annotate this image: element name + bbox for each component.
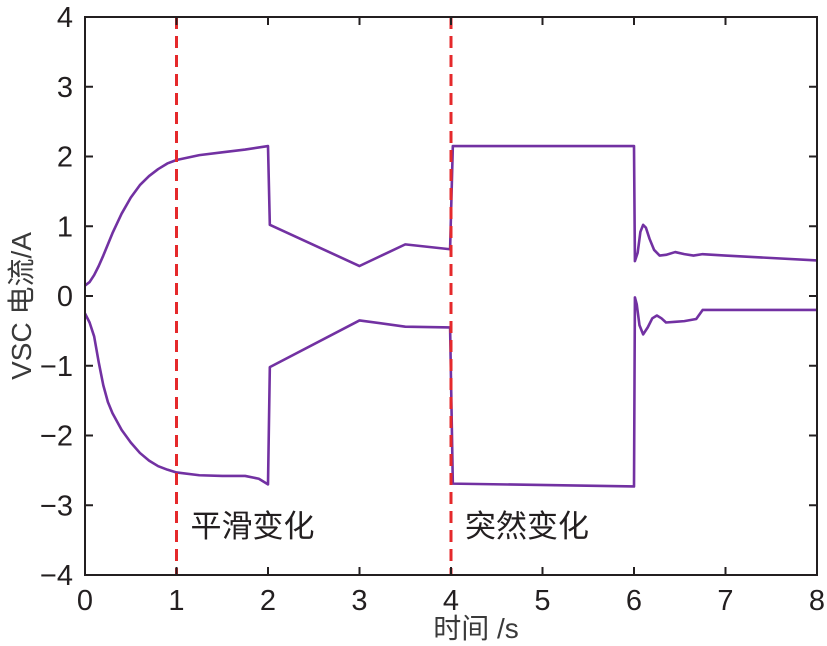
x-tick-label: 3	[351, 585, 367, 617]
plot-frame	[84, 16, 818, 576]
y-tick-label: 0	[57, 281, 73, 313]
y-tick-label: −2	[40, 421, 73, 453]
x-tick-label: 7	[717, 585, 733, 617]
y-tick-label: 4	[57, 2, 73, 34]
x-tick-label: 1	[168, 585, 184, 617]
x-tick-label: 4	[443, 585, 459, 617]
x-axis-label: 时间 /s	[433, 613, 519, 644]
x-tick-label: 6	[626, 585, 642, 617]
annotation-layer: 平滑变化 突然变化	[191, 509, 590, 544]
series-line-2	[85, 296, 817, 488]
annotation-label: 平滑变化	[191, 509, 315, 544]
x-tick-label: 8	[809, 585, 825, 617]
tick-label-layer: 0 1 2 3 4 5 6 7 8 4 3 2 1 0 −1 −2 −3 −4	[40, 2, 825, 617]
y-tick-label: −4	[40, 560, 73, 592]
series-line-1	[85, 144, 817, 287]
x-tick-label: 2	[260, 585, 276, 617]
y-tick-label: −3	[40, 490, 73, 522]
annotation-label: 突然变化	[465, 509, 589, 544]
y-tick-label: −1	[40, 351, 73, 383]
y-tick-label: 3	[57, 72, 73, 104]
x-tick-label: 5	[534, 585, 550, 617]
x-tick-label: 0	[77, 585, 93, 617]
y-tick-label: 2	[57, 142, 73, 174]
y-axis-label: VSC 电流/A	[6, 232, 37, 380]
series-layer	[85, 144, 817, 488]
y-tick-label: 1	[57, 211, 73, 243]
marker-layer	[175, 17, 453, 575]
